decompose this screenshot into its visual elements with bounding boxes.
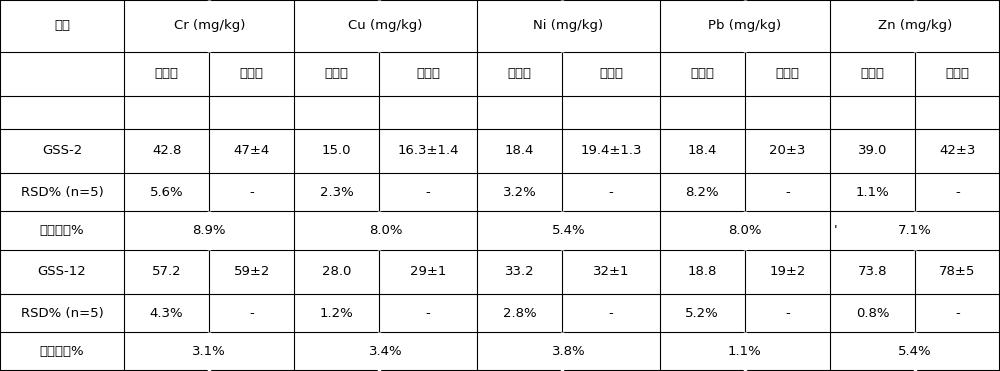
Text: 57.2: 57.2 <box>152 265 181 278</box>
Text: 19±2: 19±2 <box>769 265 806 278</box>
Text: RSD% (n=5): RSD% (n=5) <box>21 186 103 198</box>
Text: 18.4: 18.4 <box>505 144 534 157</box>
Text: 15.0: 15.0 <box>322 144 352 157</box>
Text: -: - <box>249 186 254 198</box>
Text: -: - <box>609 186 613 198</box>
Text: 8.0%: 8.0% <box>369 224 402 237</box>
Text: 1.2%: 1.2% <box>320 307 354 320</box>
Text: GSS-12: GSS-12 <box>38 265 86 278</box>
Text: 标准值: 标准值 <box>775 67 799 80</box>
Text: 5.4%: 5.4% <box>898 345 932 358</box>
Text: -: - <box>609 307 613 320</box>
Text: 8.9%: 8.9% <box>192 224 226 237</box>
Text: 5.2%: 5.2% <box>685 307 719 320</box>
Text: 8.2%: 8.2% <box>685 186 719 198</box>
Text: ': ' <box>834 224 838 237</box>
Text: 检测值: 检测值 <box>155 67 179 80</box>
Text: 检测值: 检测值 <box>860 67 884 80</box>
Text: 1.1%: 1.1% <box>856 186 889 198</box>
Text: 检测值: 检测值 <box>508 67 532 80</box>
Text: 标准值: 标准值 <box>599 67 623 80</box>
Text: 33.2: 33.2 <box>505 265 534 278</box>
Text: 0.8%: 0.8% <box>856 307 889 320</box>
Text: 19.4±1.3: 19.4±1.3 <box>580 144 642 157</box>
Text: 29±1: 29±1 <box>410 265 446 278</box>
Text: 3.1%: 3.1% <box>192 345 226 358</box>
Text: 18.4: 18.4 <box>688 144 717 157</box>
Text: 32±1: 32±1 <box>593 265 629 278</box>
Text: -: - <box>955 307 960 320</box>
Text: 8.0%: 8.0% <box>728 224 762 237</box>
Text: 73.8: 73.8 <box>858 265 887 278</box>
Text: 39.0: 39.0 <box>858 144 887 157</box>
Text: 2.3%: 2.3% <box>320 186 354 198</box>
Text: Ni (mg/kg): Ni (mg/kg) <box>533 19 603 32</box>
Text: GSS-2: GSS-2 <box>42 144 82 157</box>
Text: 相对误差%: 相对误差% <box>40 224 84 237</box>
Text: 3.8%: 3.8% <box>552 345 585 358</box>
Text: -: - <box>785 186 790 198</box>
Text: 3.2%: 3.2% <box>503 186 536 198</box>
Text: 相对误差%: 相对误差% <box>40 345 84 358</box>
Text: 标准值: 标准值 <box>416 67 440 80</box>
Text: 标准值: 标准值 <box>945 67 969 80</box>
Text: 7.1%: 7.1% <box>898 224 932 237</box>
Text: 18.8: 18.8 <box>688 265 717 278</box>
Text: 59±2: 59±2 <box>234 265 270 278</box>
Text: -: - <box>426 186 431 198</box>
Text: 检测值: 检测值 <box>325 67 349 80</box>
Text: Cu (mg/kg): Cu (mg/kg) <box>348 19 423 32</box>
Text: 5.4%: 5.4% <box>552 224 585 237</box>
Text: 标准值: 标准值 <box>240 67 264 80</box>
Text: -: - <box>785 307 790 320</box>
Text: Cr (mg/kg): Cr (mg/kg) <box>174 19 245 32</box>
Text: Pb (mg/kg): Pb (mg/kg) <box>708 19 781 32</box>
Text: 78±5: 78±5 <box>939 265 976 278</box>
Text: RSD% (n=5): RSD% (n=5) <box>21 307 103 320</box>
Text: 3.4%: 3.4% <box>369 345 402 358</box>
Text: 42.8: 42.8 <box>152 144 181 157</box>
Text: 5.6%: 5.6% <box>150 186 183 198</box>
Text: 28.0: 28.0 <box>322 265 351 278</box>
Text: 20±3: 20±3 <box>769 144 806 157</box>
Text: 2.8%: 2.8% <box>503 307 536 320</box>
Text: -: - <box>955 186 960 198</box>
Text: -: - <box>249 307 254 320</box>
Text: 16.3±1.4: 16.3±1.4 <box>397 144 459 157</box>
Text: 4.3%: 4.3% <box>150 307 183 320</box>
Text: 检测值: 检测值 <box>690 67 714 80</box>
Text: 样品: 样品 <box>54 19 70 32</box>
Text: 1.1%: 1.1% <box>728 345 762 358</box>
Text: Zn (mg/kg): Zn (mg/kg) <box>878 19 952 32</box>
Text: -: - <box>426 307 431 320</box>
Text: 42±3: 42±3 <box>939 144 976 157</box>
Text: 47±4: 47±4 <box>234 144 270 157</box>
